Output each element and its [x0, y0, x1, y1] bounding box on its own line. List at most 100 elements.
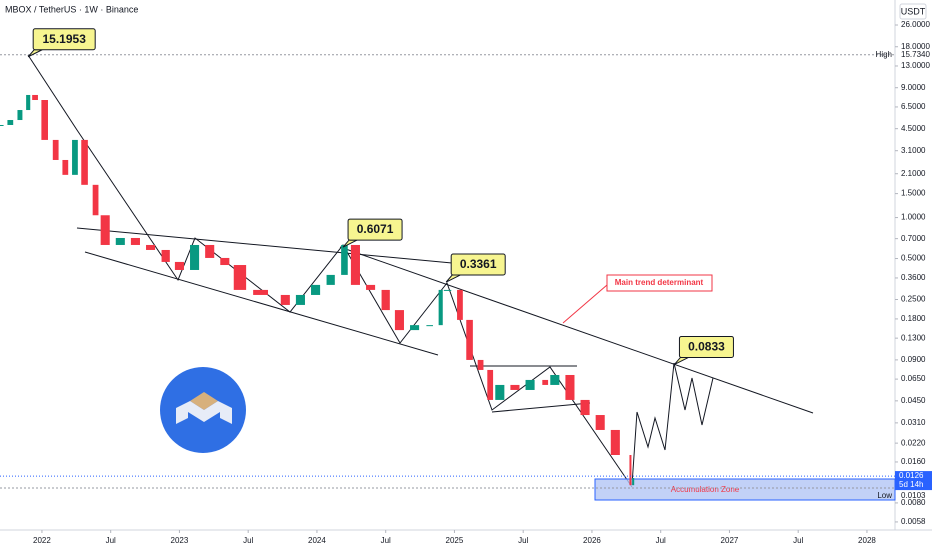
- y-tick-label: 0.0220: [901, 438, 926, 447]
- y-tick-label: 0.0058: [901, 517, 926, 526]
- candle: [295, 294, 305, 305]
- range-bottom: [491, 402, 591, 413]
- candle: [610, 429, 620, 456]
- candle: [341, 244, 348, 275]
- x-tick-label: Jul: [793, 536, 803, 545]
- y-tick-label: 0.0650: [901, 374, 926, 383]
- zone-label: Accumulation Zone: [671, 485, 740, 494]
- candle: [350, 244, 360, 285]
- y-tick-label: 4.5000: [901, 124, 926, 133]
- currency: USDT: [901, 6, 926, 16]
- projection: [631, 362, 714, 486]
- annotation-label: 0.0833: [688, 340, 725, 354]
- candle: [495, 384, 505, 400]
- candle: [394, 310, 404, 331]
- low-label: Low: [877, 491, 892, 500]
- y-tick-label: 18.0000: [901, 42, 930, 51]
- low-value: 0.0103: [901, 491, 926, 500]
- x-tick-label: 2023: [171, 536, 189, 545]
- y-tick-label: 1.0000: [901, 213, 926, 222]
- candle: [190, 244, 200, 270]
- y-tick-label: 0.0080: [901, 498, 926, 507]
- candle: [525, 379, 535, 390]
- candle: [550, 374, 560, 385]
- candle: [426, 325, 433, 327]
- candle: [81, 139, 88, 185]
- candle: [92, 184, 99, 216]
- last-badge: [895, 471, 932, 491]
- candle: [41, 100, 48, 140]
- candle: [26, 94, 31, 111]
- candle: [381, 289, 390, 311]
- y-tick-label: 0.3600: [901, 273, 926, 282]
- x-tick-label: 2026: [583, 536, 601, 545]
- candle: [457, 289, 463, 320]
- trendlines: [27, 54, 814, 488]
- x-tick-label: Jul: [106, 536, 116, 545]
- main-trendline: [339, 246, 814, 414]
- upper-channel: [76, 227, 453, 264]
- candle: [220, 257, 230, 266]
- x-tick-label: 2025: [446, 536, 464, 545]
- x-tick-label: 2024: [308, 536, 326, 545]
- y-tick-label: 2.1000: [901, 169, 926, 178]
- trend-note: Main trend determinant: [615, 278, 704, 287]
- candle: [595, 415, 605, 430]
- y-tick-label: 0.5000: [901, 254, 926, 263]
- candle: [510, 384, 520, 390]
- candle: [366, 284, 376, 290]
- y-tick-label: 13.0000: [901, 61, 930, 70]
- candle: [443, 289, 452, 291]
- high-value: 15.7340: [901, 50, 930, 59]
- candle: [477, 359, 484, 370]
- note-arrow: [562, 284, 608, 324]
- candle: [565, 374, 575, 400]
- x-tick-label: Jul: [381, 536, 391, 545]
- y-tick-label: 0.0160: [901, 457, 926, 466]
- candle: [233, 265, 247, 290]
- candle: [632, 477, 635, 486]
- x-tick-label: 2028: [858, 536, 876, 545]
- candle: [174, 261, 184, 270]
- y-tick-label: 26.0000: [901, 20, 930, 29]
- candle: [205, 244, 215, 258]
- high-label: High: [876, 50, 892, 59]
- y-tick-label: 0.1300: [901, 333, 926, 342]
- candle: [130, 237, 140, 245]
- currency-badge: [899, 3, 927, 20]
- y-tick-label: 9.0000: [901, 83, 926, 92]
- x-tick-label: Jul: [656, 536, 666, 545]
- accumulation-zone: [594, 478, 896, 501]
- candle: [253, 289, 268, 295]
- candle: [161, 249, 170, 262]
- candle: [542, 379, 549, 385]
- last-value: 0.0126: [899, 471, 924, 480]
- lower-channel: [84, 251, 439, 356]
- y-tick-label: 0.1800: [901, 314, 926, 323]
- candle: [629, 455, 632, 486]
- y-tick-label: 0.0450: [901, 396, 926, 405]
- annotation-box: [347, 218, 403, 241]
- trend-note-box: [606, 274, 713, 292]
- candle: [311, 284, 321, 295]
- candle: [438, 289, 443, 326]
- candle: [62, 159, 69, 175]
- x-tick-label: 2022: [33, 536, 51, 545]
- annotation-label: 15.1953: [42, 32, 86, 46]
- logo-base: [176, 401, 232, 424]
- annotation-box: [678, 335, 734, 358]
- y-tick-label: 0.0900: [901, 355, 926, 364]
- chart-title: MBOX / TetherUS · 1W · Binance: [5, 4, 138, 14]
- y-tick-label: 6.5000: [901, 102, 926, 111]
- candle: [146, 244, 156, 250]
- x-tick-label: Jul: [243, 536, 253, 545]
- candle: [115, 237, 125, 245]
- candle: [487, 369, 494, 400]
- annotation-box: [32, 28, 96, 51]
- y-tick-label: 1.5000: [901, 189, 926, 198]
- candle: [17, 110, 23, 121]
- x-tick-label: Jul: [518, 536, 528, 545]
- candle: [410, 325, 420, 331]
- candle: [466, 319, 473, 360]
